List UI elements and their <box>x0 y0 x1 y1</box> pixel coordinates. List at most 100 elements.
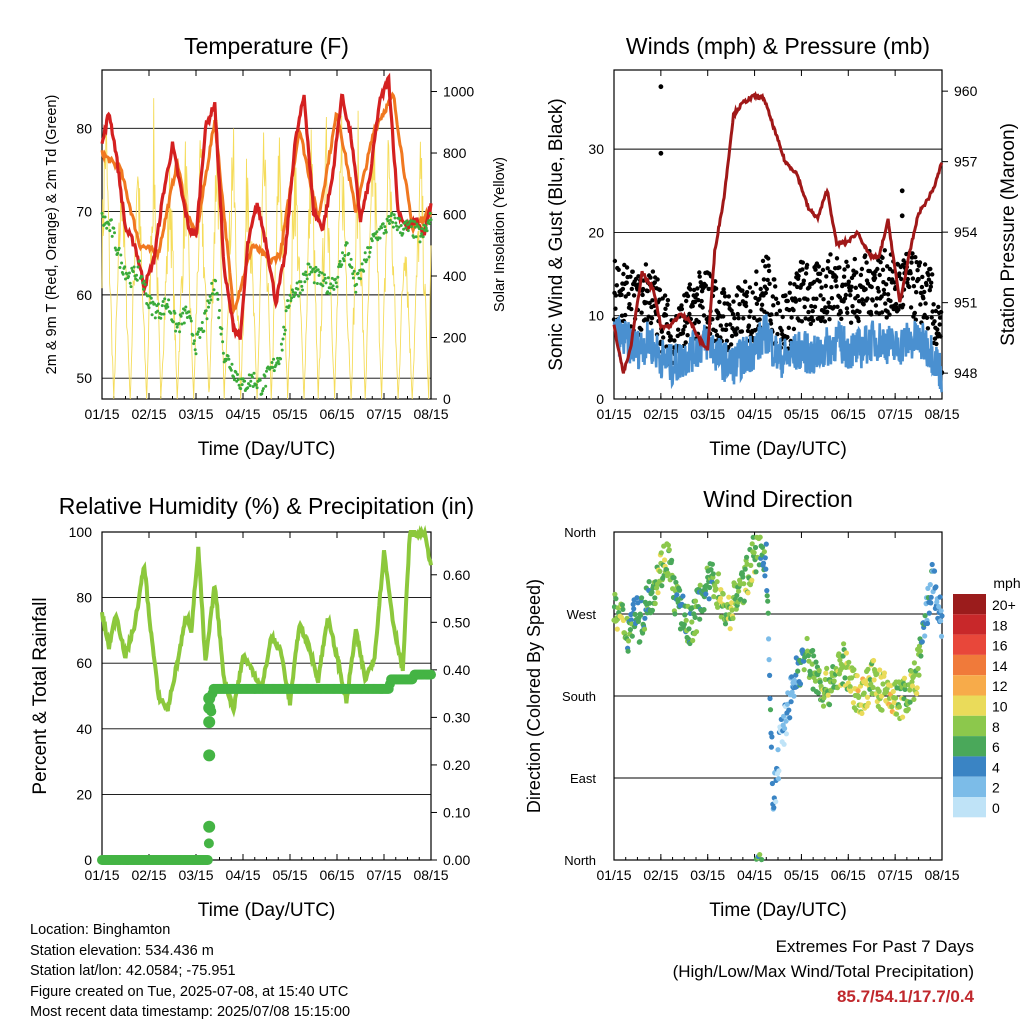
dewpoint-point <box>345 241 349 245</box>
direction-point <box>707 584 713 591</box>
gust-point <box>666 330 671 336</box>
gust-point <box>845 264 850 269</box>
gust-point <box>691 287 697 293</box>
precip-point <box>426 669 436 680</box>
gust-point <box>663 313 669 318</box>
gust-point <box>832 304 837 310</box>
x-axis-label: Time (Day/UTC) <box>709 900 847 921</box>
direction-point <box>640 630 646 636</box>
gust-point <box>803 271 809 276</box>
dewpoint-point <box>351 276 355 280</box>
dewpoint-point <box>249 379 253 383</box>
dewpoint-point <box>171 320 175 324</box>
gust-point <box>684 298 689 304</box>
gust-point <box>819 285 824 290</box>
gust-point <box>765 277 770 283</box>
dewpoint-point <box>295 281 299 285</box>
rh-series-line <box>100 525 433 718</box>
direction-point <box>697 616 703 622</box>
direction-point <box>753 569 759 575</box>
direction-point <box>771 805 777 811</box>
y-tick-label: 60 <box>76 287 92 303</box>
direction-point <box>708 567 714 573</box>
precip-point <box>203 701 216 714</box>
dewpoint-point <box>191 333 195 337</box>
x-tick-label: 02/15 <box>643 867 678 883</box>
dewpoint-point <box>258 378 262 382</box>
dewpoint-point <box>282 325 286 329</box>
dewpoint-point <box>127 271 131 275</box>
dewpoint-point <box>162 312 166 316</box>
dewpoint-point <box>393 216 397 220</box>
gust-point <box>761 277 767 282</box>
gust-point <box>893 301 899 307</box>
dewpoint-point <box>189 319 193 323</box>
dewpoint-point <box>117 246 121 250</box>
dewpoint-point <box>143 283 147 286</box>
direction-point <box>637 639 643 645</box>
dewpoint-point <box>189 316 192 320</box>
gust-point <box>614 283 619 288</box>
dewpoint-point <box>388 222 391 225</box>
gust-point <box>844 259 849 264</box>
direction-point <box>826 702 833 708</box>
dewpoint-point <box>218 309 221 312</box>
dewpoint-point <box>308 272 312 276</box>
gust-point <box>726 294 731 299</box>
dewpoint-point <box>421 235 425 239</box>
right-tick-label: 0.40 <box>443 662 470 678</box>
direction-point <box>928 600 934 606</box>
gust-point <box>766 268 772 274</box>
gust-point <box>685 293 691 299</box>
direction-point <box>811 653 817 659</box>
direction-point <box>652 595 658 601</box>
dewpoint-point <box>298 291 302 295</box>
gust-point <box>695 286 700 291</box>
dewpoint-point <box>263 374 267 378</box>
direction-point <box>847 684 853 690</box>
gust-point <box>772 277 777 282</box>
gust-point <box>865 296 870 301</box>
gust-point <box>612 258 618 264</box>
dewpoint-point <box>148 294 152 298</box>
gust-point <box>692 299 698 305</box>
direction-point <box>742 566 748 572</box>
dewpoint-point <box>317 273 321 277</box>
gust-point <box>869 284 874 290</box>
gust-point <box>812 304 818 309</box>
direction-point <box>788 699 794 705</box>
direction-point <box>831 678 837 684</box>
gust-point <box>767 281 772 286</box>
gust-point <box>639 310 644 315</box>
x-tick-label: 05/15 <box>784 406 819 422</box>
dewpoint-point <box>412 235 416 239</box>
dewpoint-point <box>336 275 340 279</box>
direction-point <box>666 547 672 553</box>
gust-point <box>613 293 619 298</box>
dewpoint-point <box>166 305 170 309</box>
dewpoint-point <box>320 271 324 275</box>
dewpoint-point <box>246 386 250 390</box>
gust-point <box>797 297 802 302</box>
gust-point <box>820 315 825 320</box>
dewpoint-point <box>340 263 344 267</box>
precip-point <box>203 838 214 849</box>
y-axis-label: 2m & 9m T (Red, Orange) & 2m Td (Green) <box>44 95 60 375</box>
gust-point <box>648 275 653 280</box>
gust-point <box>645 288 650 294</box>
gust-point <box>909 260 914 265</box>
dewpoint-point <box>156 302 160 306</box>
precip-point <box>203 716 216 729</box>
dewpoint-point <box>324 281 328 285</box>
direction-point <box>855 688 861 694</box>
direction-point <box>767 695 773 702</box>
direction-point <box>649 589 655 596</box>
gust-point <box>919 284 925 290</box>
direction-point <box>773 799 779 805</box>
dewpoint-point <box>220 327 224 331</box>
gust-point <box>911 284 917 289</box>
direction-point <box>783 731 790 737</box>
gust-point <box>699 298 704 304</box>
gust-point <box>810 308 815 314</box>
direction-point <box>782 725 788 732</box>
